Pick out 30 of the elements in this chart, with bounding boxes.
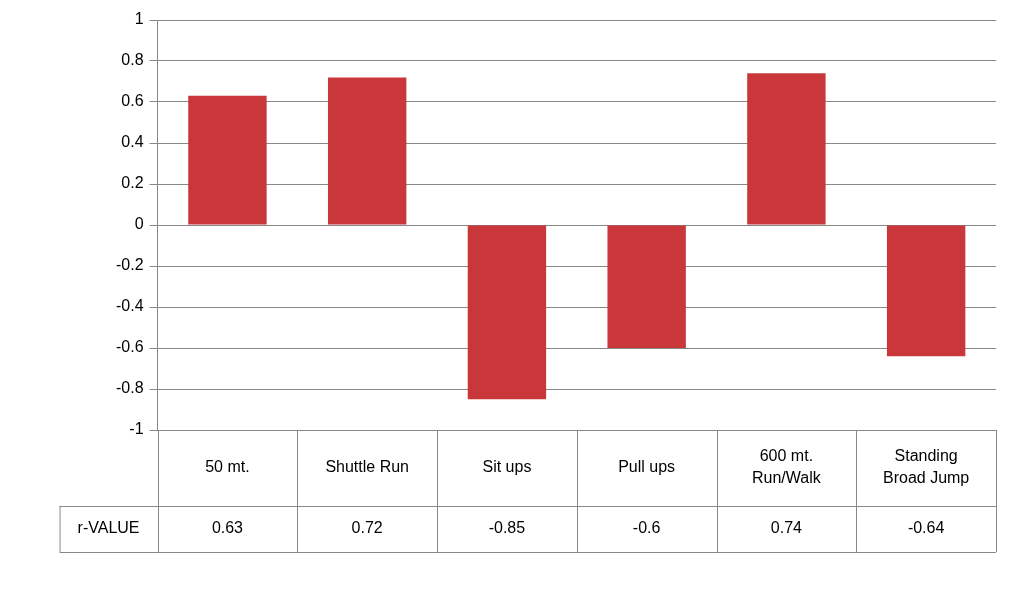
y-tick-label: 0.6: [121, 92, 144, 110]
data-label: -0.6: [632, 519, 661, 537]
y-tick-label: 1: [134, 10, 144, 28]
bar: [188, 95, 267, 225]
y-tick-label: -0.6: [115, 338, 144, 356]
data-label: 0.63: [211, 519, 244, 537]
x-tick-label: Shuttle Run: [325, 458, 409, 476]
bar: [607, 225, 686, 348]
x-tick-label: Sit ups: [482, 458, 532, 476]
data-label: 0.74: [770, 519, 803, 537]
x-tick-label: 50 mt.: [205, 458, 250, 476]
y-tick-label: 0: [134, 215, 144, 233]
y-tick-label: -0.8: [115, 379, 144, 397]
bar: [747, 73, 826, 225]
x-tick-label: Pull ups: [618, 458, 676, 476]
text: r-VALUE: [77, 519, 140, 537]
y-tick-label: -0.4: [115, 297, 144, 315]
bar: [327, 77, 407, 225]
y-tick-label: 0.4: [121, 133, 144, 151]
bar: [467, 225, 547, 400]
data-label: 0.72: [351, 519, 383, 537]
y-tick-label: -0.2: [115, 256, 144, 274]
data-label: -0.85: [488, 519, 526, 537]
x-tick-label: Standing Broad Jump: [883, 447, 970, 487]
y-tick-label: 0.8: [121, 51, 144, 69]
bar: [886, 225, 966, 357]
y-tick-label: -1: [129, 420, 144, 438]
data-label: -0.64: [907, 519, 945, 537]
x-tick-label: 600 mt. Run/Walk: [752, 447, 822, 487]
y-tick-label: 0.2: [121, 174, 144, 192]
